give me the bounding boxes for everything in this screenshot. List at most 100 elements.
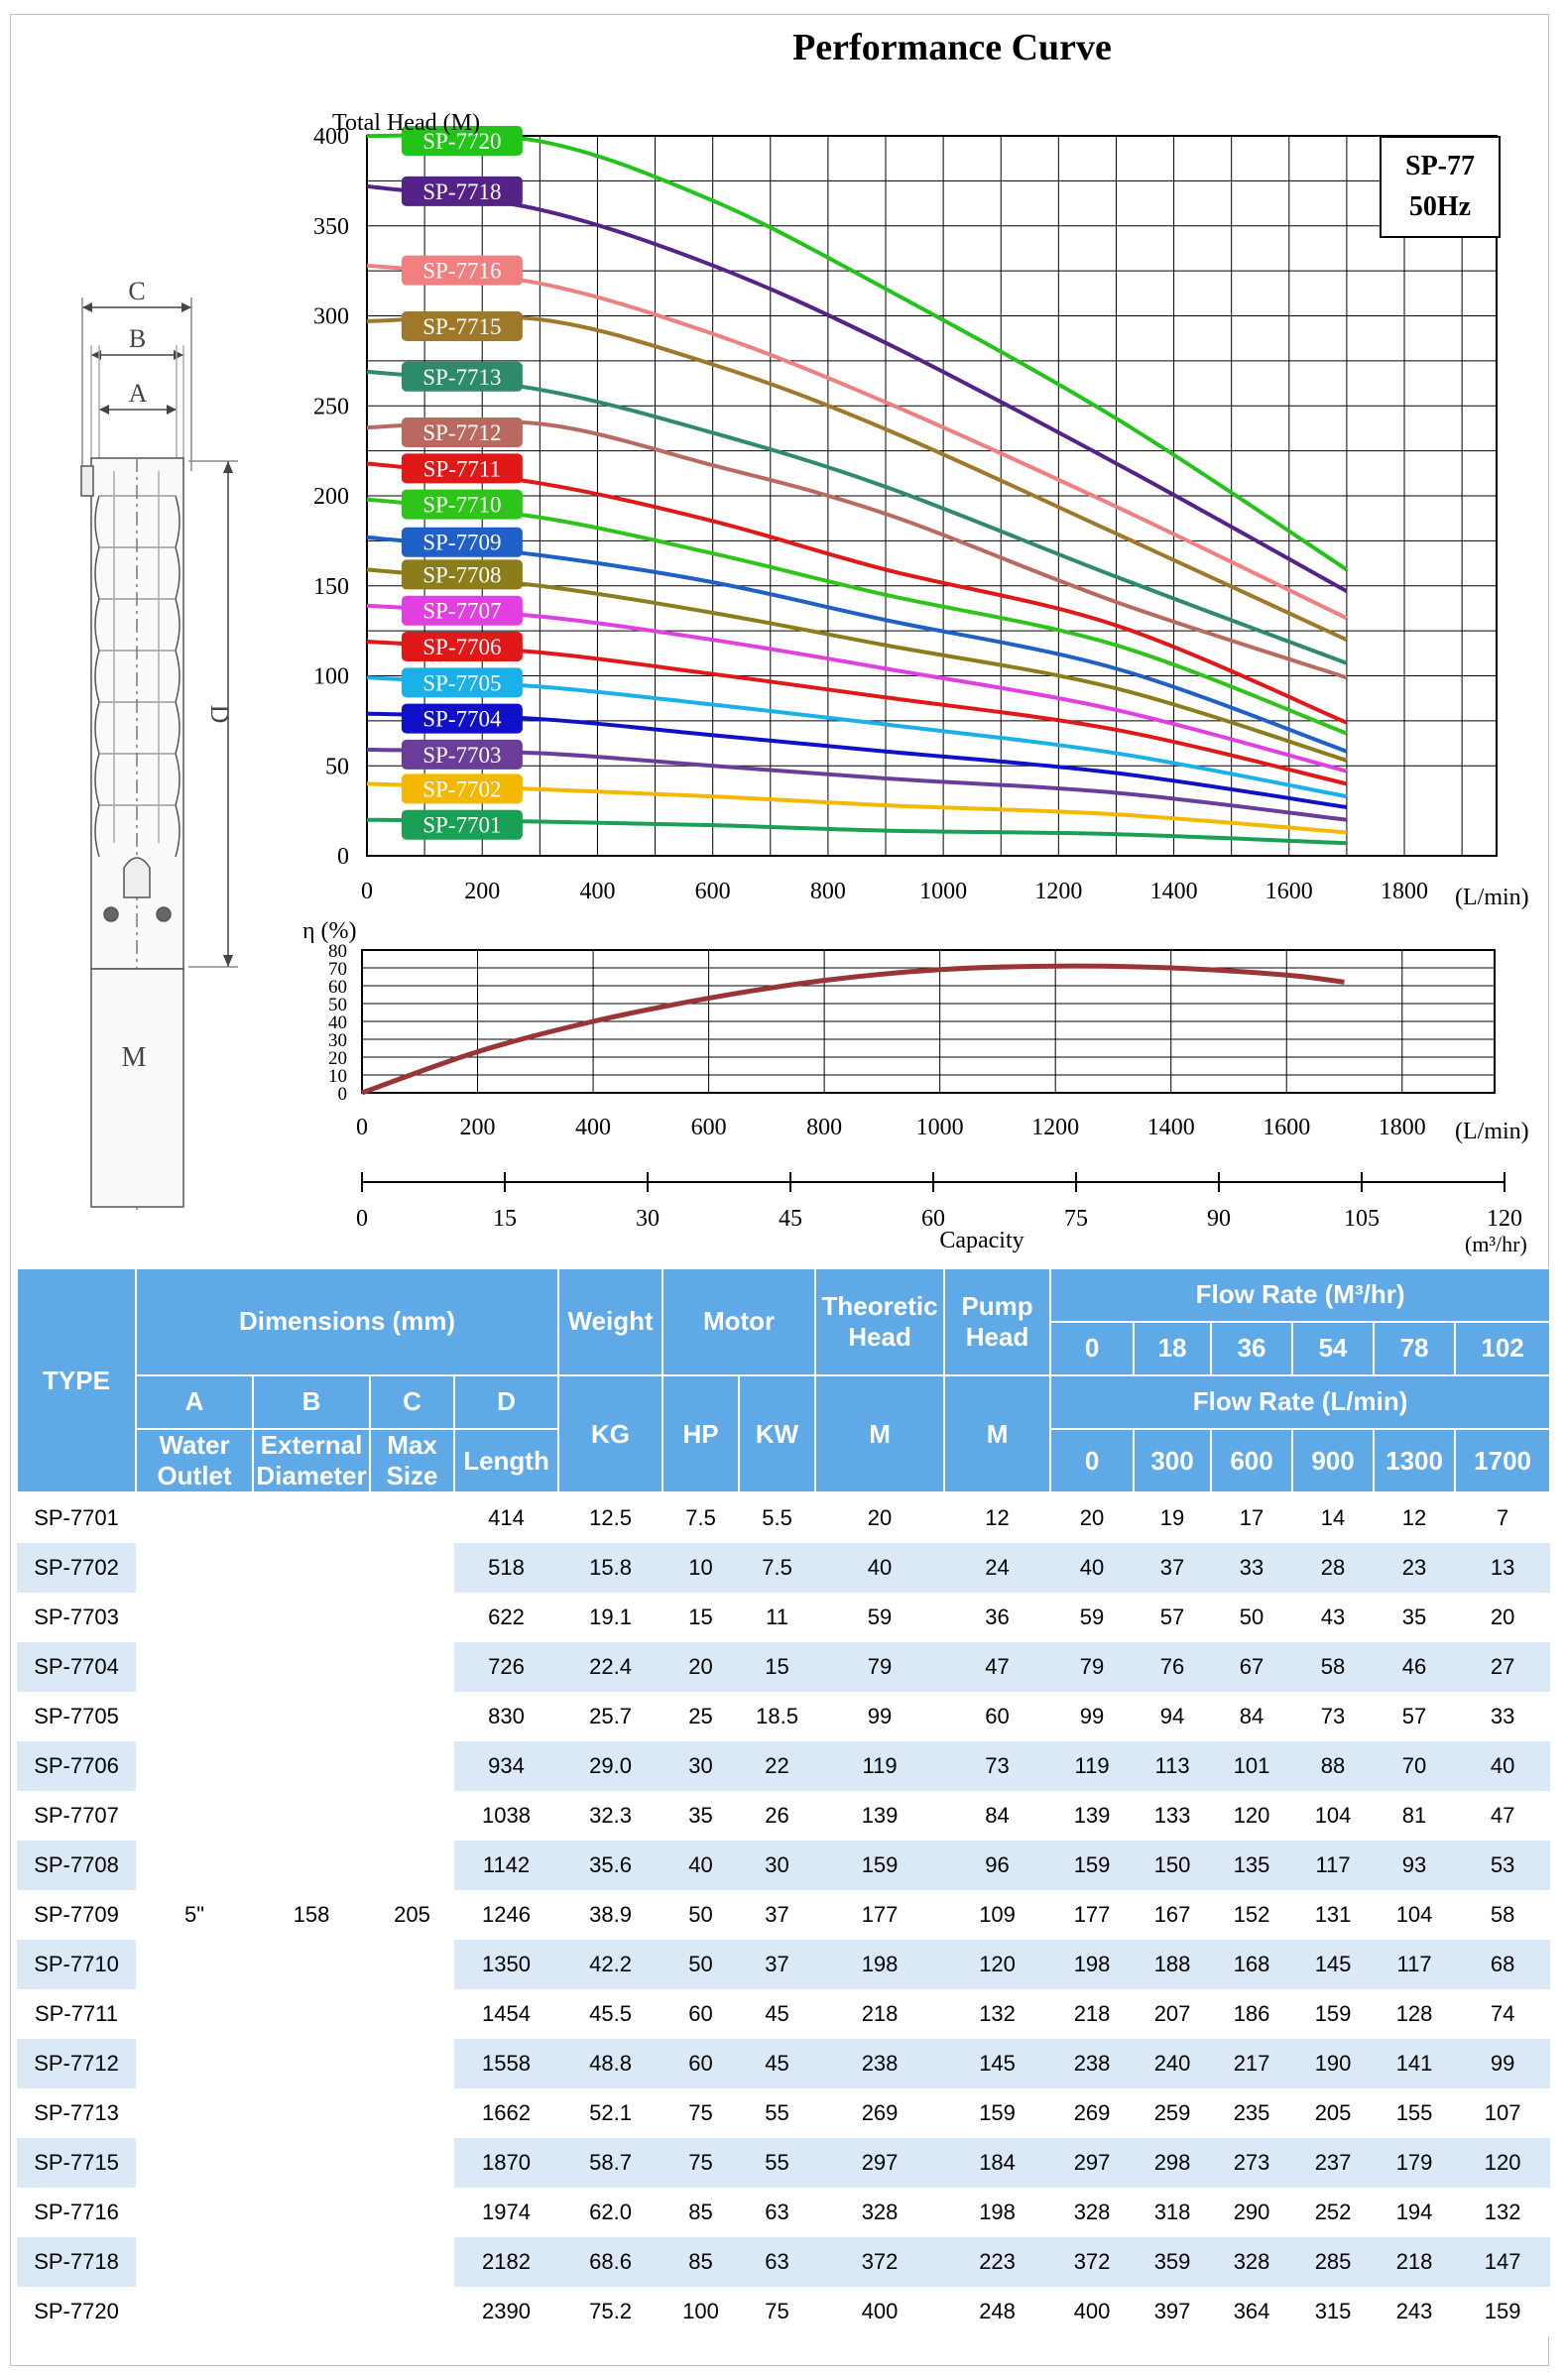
flow-m3-value: 0 [1049,1321,1136,1376]
series-label-text: SP-7705 [422,670,501,695]
head-y-tick-label: 250 [313,394,349,419]
efficiency-y-tick-label: 70 [328,959,347,980]
cell-kw: 63 [739,2188,816,2238]
cell-flow: 120 [1211,1791,1293,1842]
col-weight: Weight [557,1267,664,1376]
cell-type: SP-7711 [17,1989,136,2040]
cell-pump-head: 132 [944,1989,1051,2040]
pump-bolt [156,906,172,922]
cell-weight: 62.0 [558,2188,663,2238]
series-label-text: SP-7710 [422,493,501,518]
cell-flow: 104 [1292,1791,1375,1842]
cell-flow: 40 [1455,1741,1551,1792]
head-curve-sp-7707 [366,603,1348,774]
cell-length: 1454 [454,1989,559,2040]
table-row: SP-7705 830 25.7 25 18.5 99 60 99 94 84 73 57 33 [17,1692,1551,1742]
cell-flow: 133 [1134,1791,1212,1842]
cell-kw: 5.5 [739,1492,816,1544]
cell-flow: 328 [1211,2237,1293,2288]
efficiency-y-tick-label: 20 [328,1048,347,1069]
chart-title: Performance Curve [792,27,1112,68]
cell-flow: 70 [1374,1741,1456,1792]
cell-type: SP-7703 [17,1593,136,1643]
cell-weight: 12.5 [558,1492,663,1544]
head-x-tick-label: 1600 [1265,879,1313,904]
efficiency-y-tick-label: 0 [338,1084,348,1105]
capacity-unit: (m³/hr) [1465,1232,1527,1256]
efficiency-x-tick-label: 200 [460,1115,496,1140]
series-label-sp-7710: SP-7710 [401,489,523,520]
pump-stage [94,495,181,548]
cell-flow: 159 [1455,2287,1551,2337]
head-curve-sp-7711 [366,461,1348,725]
cell-flow: 298 [1134,2138,1212,2189]
efficiency-x-tick-label: 1000 [916,1115,964,1140]
cell-weight: 42.2 [558,1940,663,1990]
cell-flow: 252 [1292,2188,1375,2238]
cell-flow: 84 [1211,1692,1293,1742]
series-label-badge [401,667,523,698]
table-row: SP-7715 1870 58.7 75 55 297 184 297 298 273 237 179… [17,2138,1551,2189]
table-row: SP-7712 1558 48.8 60 45 238 145 238 240 217 190 141… [17,2039,1551,2089]
capacity-tick-label: 0 [356,1206,368,1232]
cell-theoretic-head: 139 [815,1791,945,1842]
efficiency-y-tick-label: 10 [328,1066,347,1087]
cell-length: 830 [454,1692,559,1742]
cell-type: SP-7713 [17,2088,136,2139]
table-row: SP-7701 5" 158 205 414 12.5 7.5 5.5 20 12 20 19 17 14… [17,1492,1551,2337]
arrow-head [223,955,233,967]
flow-lmin-value: 1300 [1373,1427,1457,1494]
series-label-text: SP-7706 [422,635,501,659]
cell-flow: 218 [1050,1989,1135,2040]
cell-flow: 167 [1134,1890,1212,1941]
cell-theoretic-head: 372 [815,2237,945,2288]
series-label-sp-7706: SP-7706 [401,632,523,662]
cell-flow: 328 [1050,2188,1135,2238]
cell-flow: 33 [1211,1543,1293,1594]
series-label-sp-7702: SP-7702 [401,774,523,804]
cell-hp: 60 [662,1989,740,2040]
cell-flow: 235 [1211,2088,1293,2139]
cell-weight: 25.7 [558,1692,663,1742]
cell-flow: 177 [1050,1890,1135,1941]
head-x-tick-label: 0 [361,879,373,904]
cell-type: SP-7715 [17,2138,136,2189]
series-label-text: SP-7716 [422,259,501,284]
cell-flow: 35 [1374,1593,1456,1643]
cell-flow: 297 [1050,2138,1135,2189]
series-label-badge [401,361,523,392]
series-label-badge [401,310,523,341]
cell-flow: 190 [1292,2039,1375,2089]
cell-type: SP-7708 [17,1841,136,1891]
cell-flow: 238 [1050,2039,1135,2089]
cell-flow: 79 [1050,1642,1135,1693]
motor-label: M [122,1042,147,1073]
series-label-text: SP-7709 [422,531,501,555]
cell-weight: 48.8 [558,2039,663,2089]
cell-flow: 94 [1134,1692,1212,1742]
series-label-badge [401,809,523,840]
cell-flow: 14 [1292,1492,1375,1544]
efficiency-y-axis-label: η (%) [302,918,357,944]
efficiency-x-unit: (L/min) [1455,1119,1529,1144]
head-curve-sp-7708 [366,567,1348,763]
col-type: TYPE [16,1266,137,1494]
pump-bolt [103,906,119,922]
cell-theoretic-head: 328 [815,2188,945,2238]
cell-flow: 237 [1292,2138,1375,2189]
cell-length: 1558 [454,2039,559,2089]
efficiency-curve [361,963,1345,1096]
series-label-sp-7716: SP-7716 [401,255,523,286]
cell-flow: 132 [1455,2188,1551,2238]
head-x-tick-label: 1000 [919,879,967,904]
cell-flow: 113 [1134,1741,1212,1792]
head-y-tick-label: 200 [313,484,349,510]
arrow-head [174,350,183,360]
head-x-unit: (L/min) [1455,885,1529,910]
cell-flow: 73 [1292,1692,1375,1742]
cell-flow: 33 [1455,1692,1551,1742]
capacity-tick-label: 60 [921,1206,945,1232]
cell-flow: 131 [1292,1890,1375,1941]
flow-m3-value: 102 [1454,1321,1552,1376]
cell-flow: 99 [1455,2039,1551,2089]
